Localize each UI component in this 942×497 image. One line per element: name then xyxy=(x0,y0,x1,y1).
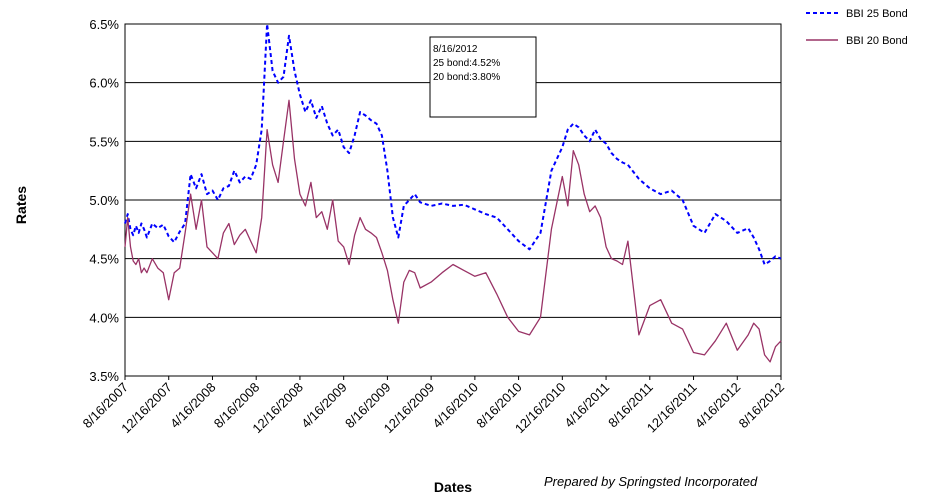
credit-text: Prepared by Springsted Incorporated xyxy=(544,474,758,489)
x-tick-label: 4/16/2009 xyxy=(298,380,350,432)
y-tick-label: 6.5% xyxy=(89,17,119,32)
annotation-box: 8/16/2012 25 bond:4.52% 20 bond:3.80% xyxy=(429,36,537,118)
series-layer xyxy=(124,23,782,363)
x-tick-label: 4/16/2008 xyxy=(167,380,219,432)
x-axis-title: Dates xyxy=(434,479,472,495)
y-tick-label: 5.5% xyxy=(89,134,119,149)
legend-label-bbi-25-bond: BBI 25 Bond xyxy=(846,8,908,20)
x-tick-label: 4/16/2011 xyxy=(561,380,612,431)
y-tick-label: 5.0% xyxy=(89,193,119,208)
y-axis-title: Rates xyxy=(13,186,29,224)
annotation-date: 8/16/2012 xyxy=(433,44,478,55)
x-tick-label: 8/16/2012 xyxy=(736,380,788,432)
legend: BBI 25 Bond BBI 20 Bond xyxy=(806,8,908,47)
y-axis-ticks: 3.5% 4.0% 4.5% 5.0% 5.5% 6.0% 6.5% xyxy=(89,17,119,384)
annotation-20-bond: 20 bond:3.80% xyxy=(433,72,500,83)
y-tick-label: 4.0% xyxy=(89,310,119,325)
x-tick-label: 4/16/2010 xyxy=(429,380,481,432)
series-line-bbi-25-bond xyxy=(124,23,782,266)
y-tick-label: 3.5% xyxy=(89,369,119,384)
y-tick-label: 6.0% xyxy=(89,76,119,91)
x-axis-ticks: 8/16/200712/16/20074/16/20088/16/200812/… xyxy=(80,376,788,436)
annotation-frame xyxy=(429,36,537,118)
x-tick-label: 4/16/2012 xyxy=(692,380,744,432)
series-line-bbi-20-bond xyxy=(124,99,782,363)
legend-label-bbi-20-bond: BBI 20 Bond xyxy=(846,35,908,47)
y-tick-label: 4.5% xyxy=(89,252,119,267)
annotation-25-bond: 25 bond:4.52% xyxy=(433,58,500,69)
